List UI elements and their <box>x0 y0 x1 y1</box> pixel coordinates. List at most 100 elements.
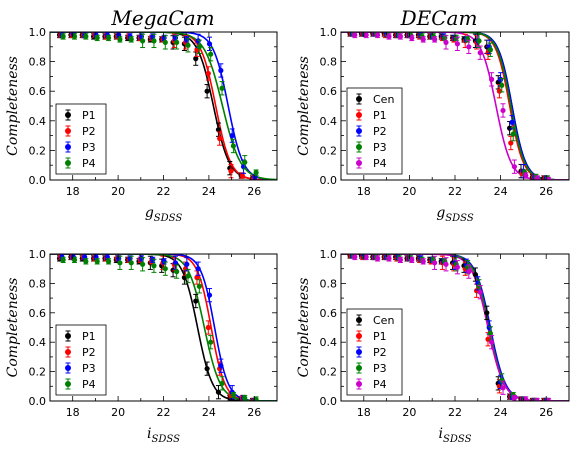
point-p4 <box>185 38 191 53</box>
point-p4 <box>443 257 449 272</box>
legend-item-p2: P2 <box>65 346 96 359</box>
legend-label: P4 <box>373 378 387 391</box>
legend-item-p4: P4 <box>356 157 387 170</box>
y-tick-label: 1.0 <box>320 26 338 39</box>
point-p4 <box>397 33 403 40</box>
point-p2 <box>205 66 211 81</box>
point-p2 <box>228 163 234 179</box>
legend-item-p1: P1 <box>356 330 387 343</box>
point-p4 <box>208 335 214 350</box>
legend-item-p1: P1 <box>356 109 387 122</box>
point-p4 <box>174 35 180 50</box>
point-p3 <box>229 128 235 143</box>
point-p4 <box>140 257 146 272</box>
point-p4 <box>60 33 66 40</box>
legend: Cen P1 P2 P3 P4 <box>346 87 403 175</box>
point-p4 <box>230 138 236 154</box>
point-p4 <box>454 260 460 275</box>
legend-label: P3 <box>82 141 96 154</box>
legend-item-cen: Cen <box>356 314 394 327</box>
y-tick-label: 0.0 <box>29 395 47 408</box>
y-axis-label: Completeness <box>296 56 312 156</box>
x-axis-label: iSDSS <box>147 426 180 445</box>
legend-label: Cen <box>373 93 394 106</box>
point-p4 <box>117 36 123 43</box>
point-p4 <box>420 258 426 265</box>
point-p3 <box>218 63 224 78</box>
y-tick-label: 0.0 <box>320 174 338 187</box>
y-tick-label: 0.4 <box>320 336 338 349</box>
x-tick-label: 26 <box>539 185 553 198</box>
point-p3 <box>138 255 144 262</box>
point-p2 <box>217 131 223 146</box>
y-tick-label: 0.4 <box>29 336 47 349</box>
legend-label: P4 <box>82 378 96 391</box>
point-p3 <box>218 358 224 373</box>
x-tick-label: 26 <box>247 185 261 198</box>
point-p4 <box>83 33 89 40</box>
point-p3 <box>150 256 156 264</box>
point-p4 <box>443 35 449 50</box>
point-p4 <box>523 172 529 179</box>
legend-item-p3: P3 <box>65 362 96 375</box>
point-p3 <box>172 255 179 270</box>
point-p4 <box>409 34 415 42</box>
x-tick-label: 24 <box>202 406 216 419</box>
legend: Cen P1 P2 P3 P4 <box>346 308 403 396</box>
x-axis-label: iSDSS <box>439 426 472 445</box>
x-tick-label: 26 <box>247 406 261 419</box>
x-tick-label: 20 <box>402 185 416 198</box>
point-cen <box>472 267 478 282</box>
point-p4 <box>253 396 259 401</box>
point-p4 <box>534 175 540 180</box>
point-p4 <box>71 256 78 264</box>
y-tick-label: 0.8 <box>29 277 47 290</box>
x-tick-label: 24 <box>494 406 508 419</box>
point-p4 <box>196 39 202 54</box>
point-p4 <box>477 45 483 60</box>
legend: P1 P2 P3 P4 <box>55 324 107 396</box>
point-p1 <box>204 361 210 376</box>
legend: P1 P2 P3 P4 <box>55 103 107 175</box>
point-p1 <box>508 135 514 151</box>
point-p4 <box>105 258 112 265</box>
point-p4 <box>83 258 89 265</box>
panel-1: 18 20 22 24 26 0.0 0.2 0.4 0.6 0.8 1.0 gSDSS Complet… <box>5 26 278 224</box>
y-tick-label: 0.6 <box>320 307 338 320</box>
point-p4 <box>151 33 157 49</box>
point-p4 <box>523 396 529 401</box>
column-title-decam: DECam <box>400 6 478 30</box>
y-tick-label: 0.2 <box>29 366 47 379</box>
y-tick-label: 0.6 <box>29 85 47 98</box>
legend-label: P3 <box>373 362 387 375</box>
point-p1 <box>485 332 491 347</box>
legend-label: P1 <box>82 109 96 122</box>
point-cen <box>484 305 490 320</box>
point-p4 <box>489 72 495 87</box>
x-tick-label: 22 <box>157 185 171 198</box>
point-p4 <box>140 33 146 49</box>
x-tick-label: 18 <box>357 406 371 419</box>
point-p4 <box>208 47 214 62</box>
point-p3 <box>161 258 167 265</box>
point-p4 <box>386 33 392 40</box>
point-p2 <box>205 320 211 335</box>
legend-label: P2 <box>373 125 387 138</box>
point-p4 <box>375 255 381 262</box>
point-p4 <box>219 81 225 96</box>
y-tick-label: 0.2 <box>320 144 338 157</box>
point-p3 <box>206 36 213 51</box>
point-p4 <box>151 258 157 273</box>
panel-3: 18 20 22 24 26 0.0 0.2 0.4 0.6 0.8 1.0 iSDSS Complet… <box>5 248 278 445</box>
point-p4 <box>60 256 66 264</box>
point-p4 <box>219 376 225 391</box>
point-p3 <box>476 33 482 49</box>
point-p1 <box>215 122 222 137</box>
panel-2: 18 20 22 24 26 0.0 0.2 0.4 0.6 0.8 1.0 gSDSS Complet… <box>296 26 570 224</box>
y-tick-label: 0.6 <box>29 307 47 320</box>
y-tick-label: 0.4 <box>29 115 47 128</box>
point-p4 <box>94 34 100 42</box>
point-p3 <box>499 78 505 93</box>
point-p3 <box>184 257 190 272</box>
x-axis-label: gSDSS <box>436 205 474 224</box>
